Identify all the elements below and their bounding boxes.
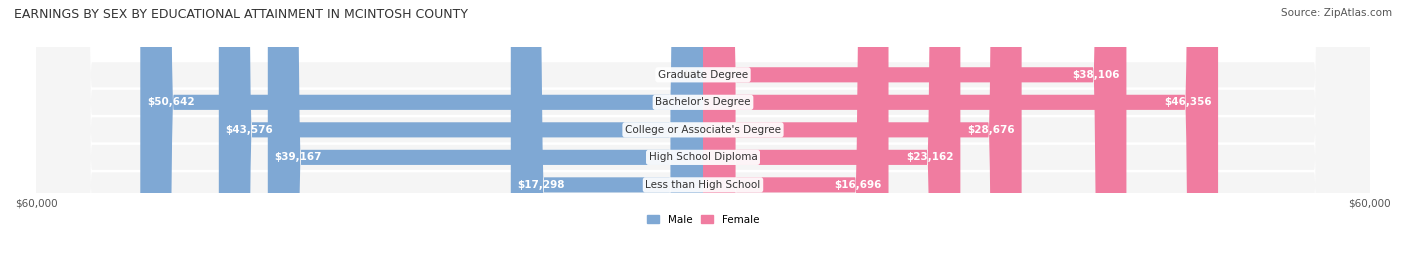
FancyBboxPatch shape: [37, 0, 1369, 269]
Text: $39,167: $39,167: [274, 152, 322, 162]
Text: $23,162: $23,162: [907, 152, 953, 162]
Text: $43,576: $43,576: [225, 125, 273, 135]
FancyBboxPatch shape: [219, 0, 703, 269]
Text: Graduate Degree: Graduate Degree: [658, 70, 748, 80]
Text: Less than High School: Less than High School: [645, 180, 761, 190]
FancyBboxPatch shape: [703, 0, 1126, 269]
FancyBboxPatch shape: [703, 0, 1218, 269]
FancyBboxPatch shape: [37, 0, 1369, 269]
Text: $38,106: $38,106: [1073, 70, 1119, 80]
Text: EARNINGS BY SEX BY EDUCATIONAL ATTAINMENT IN MCINTOSH COUNTY: EARNINGS BY SEX BY EDUCATIONAL ATTAINMEN…: [14, 8, 468, 21]
FancyBboxPatch shape: [703, 0, 889, 269]
Text: $28,676: $28,676: [967, 125, 1015, 135]
FancyBboxPatch shape: [703, 0, 960, 269]
FancyBboxPatch shape: [141, 0, 703, 269]
Legend: Male, Female: Male, Female: [643, 210, 763, 229]
FancyBboxPatch shape: [37, 0, 1369, 269]
Text: $17,298: $17,298: [517, 180, 565, 190]
Text: $50,642: $50,642: [148, 97, 194, 107]
Text: $46,356: $46,356: [1164, 97, 1212, 107]
FancyBboxPatch shape: [267, 0, 703, 269]
Text: High School Diploma: High School Diploma: [648, 152, 758, 162]
Text: College or Associate's Degree: College or Associate's Degree: [626, 125, 780, 135]
FancyBboxPatch shape: [703, 0, 1022, 269]
Text: Bachelor's Degree: Bachelor's Degree: [655, 97, 751, 107]
FancyBboxPatch shape: [37, 0, 1369, 269]
Text: Source: ZipAtlas.com: Source: ZipAtlas.com: [1281, 8, 1392, 18]
Text: $0: $0: [682, 70, 696, 80]
Text: $16,696: $16,696: [835, 180, 882, 190]
FancyBboxPatch shape: [510, 0, 703, 269]
FancyBboxPatch shape: [37, 0, 1369, 269]
